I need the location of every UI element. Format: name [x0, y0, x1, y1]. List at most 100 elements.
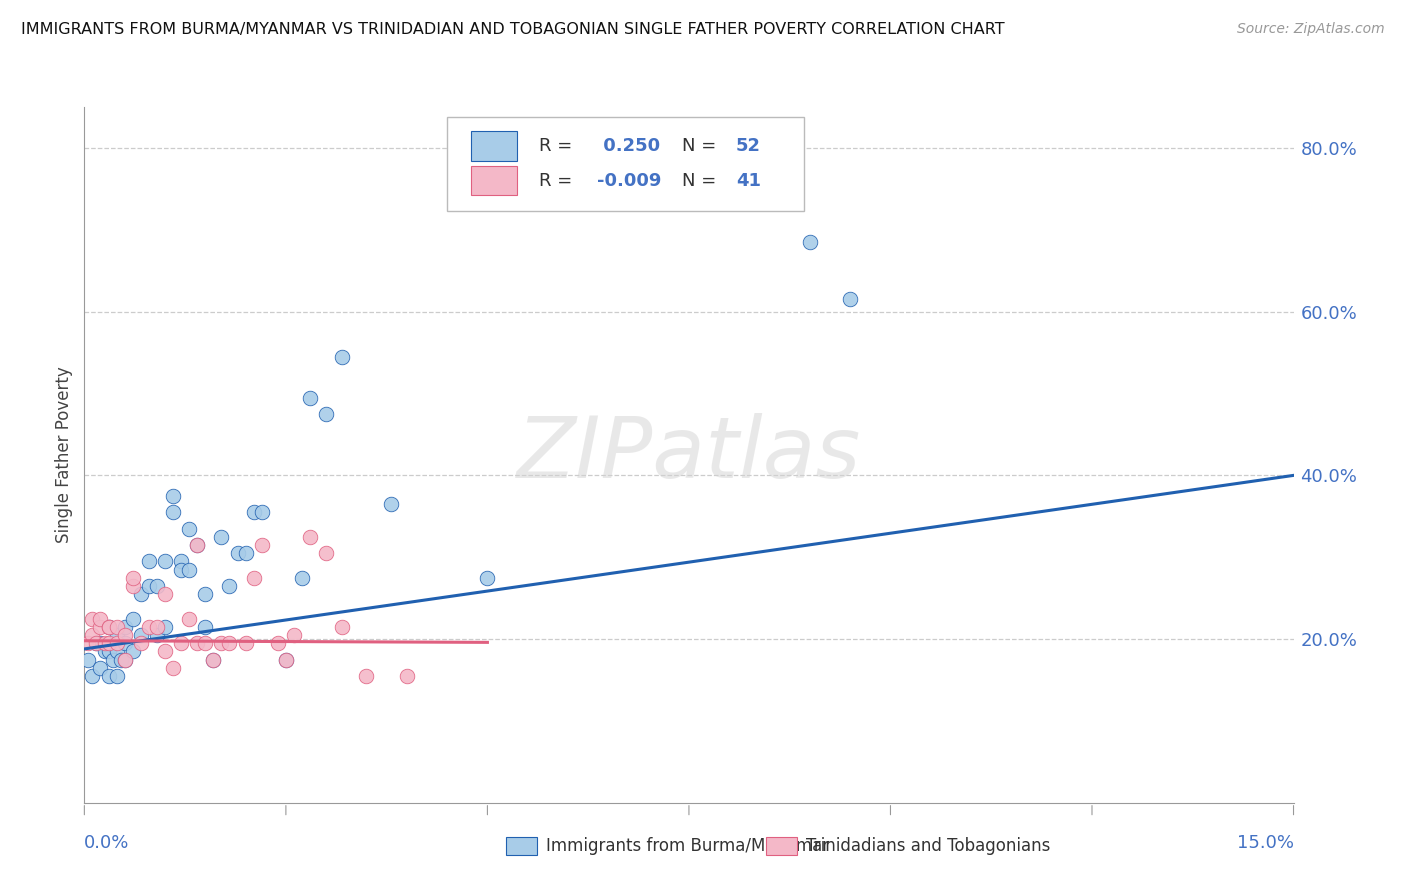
Point [218, 636, 240, 650]
Point [153, 644, 176, 658]
Point [121, 579, 143, 593]
Point [77, 652, 100, 666]
Text: IMMIGRANTS FROM BURMA/MYANMAR VS TRINIDADIAN AND TOBAGONIAN SINGLE FATHER POVERT: IMMIGRANTS FROM BURMA/MYANMAR VS TRINIDA… [21, 22, 1005, 37]
Point [82, 628, 104, 642]
Point [315, 407, 337, 421]
Point [162, 661, 184, 675]
Point [114, 636, 136, 650]
Point [194, 636, 217, 650]
Point [89, 661, 111, 675]
Point [291, 571, 314, 585]
Point [202, 652, 225, 666]
Point [146, 579, 169, 593]
Point [194, 620, 217, 634]
Point [170, 636, 193, 650]
Point [250, 505, 273, 519]
Point [356, 669, 378, 683]
Point [242, 571, 264, 585]
Point [82, 669, 104, 683]
Point [97, 620, 120, 634]
Point [121, 644, 143, 658]
Point [267, 636, 290, 650]
Text: ZIPatlas: ZIPatlas [517, 413, 860, 497]
Text: Immigrants from Burma/Myanmar: Immigrants from Burma/Myanmar [546, 837, 828, 855]
Point [395, 669, 418, 683]
Point [129, 587, 152, 601]
Point [82, 612, 104, 626]
Point [97, 620, 120, 634]
Point [129, 628, 152, 642]
Point [179, 562, 201, 576]
Point [153, 554, 176, 568]
Point [194, 587, 217, 601]
Point [93, 644, 115, 658]
Point [105, 636, 128, 650]
Point [330, 350, 353, 364]
Point [202, 652, 225, 666]
Point [299, 530, 322, 544]
Point [799, 235, 821, 249]
Point [380, 497, 402, 511]
Point [274, 652, 297, 666]
Point [226, 546, 249, 560]
Point [110, 652, 132, 666]
Point [146, 628, 169, 642]
Point [97, 644, 120, 658]
Point [89, 612, 111, 626]
Point [97, 636, 120, 650]
Point [138, 554, 160, 568]
Text: 52: 52 [737, 137, 761, 155]
Y-axis label: Single Father Poverty: Single Father Poverty [55, 367, 73, 543]
Point [138, 620, 160, 634]
Point [93, 636, 115, 650]
Point [101, 652, 124, 666]
Point [179, 612, 201, 626]
FancyBboxPatch shape [447, 118, 804, 211]
Point [283, 628, 305, 642]
Point [209, 636, 232, 650]
Point [138, 579, 160, 593]
Point [839, 293, 862, 307]
Point [114, 620, 136, 634]
Text: 0.250: 0.250 [598, 137, 661, 155]
Point [105, 620, 128, 634]
Point [209, 530, 232, 544]
Point [235, 636, 257, 650]
Point [186, 538, 208, 552]
Point [153, 587, 176, 601]
Point [146, 620, 169, 634]
Point [235, 546, 257, 560]
Point [179, 522, 201, 536]
Text: N =: N = [682, 137, 721, 155]
Point [97, 669, 120, 683]
Point [170, 562, 193, 576]
Point [89, 620, 111, 634]
Point [105, 628, 128, 642]
Point [477, 571, 499, 585]
Point [114, 652, 136, 666]
Point [162, 489, 184, 503]
Point [105, 644, 128, 658]
Point [129, 636, 152, 650]
Point [86, 636, 108, 650]
Point [89, 636, 111, 650]
Point [86, 636, 108, 650]
Text: R =: R = [538, 172, 578, 190]
Text: N =: N = [682, 172, 721, 190]
Point [114, 628, 136, 642]
Point [299, 391, 322, 405]
Point [186, 636, 208, 650]
Point [77, 636, 100, 650]
Text: -0.009: -0.009 [598, 172, 661, 190]
Point [315, 546, 337, 560]
Point [274, 652, 297, 666]
Point [97, 620, 120, 634]
Point [105, 669, 128, 683]
Point [250, 538, 273, 552]
Text: Trinidadians and Tobagonians: Trinidadians and Tobagonians [806, 837, 1050, 855]
FancyBboxPatch shape [471, 131, 517, 161]
Text: Source: ZipAtlas.com: Source: ZipAtlas.com [1237, 22, 1385, 37]
Text: 15.0%: 15.0% [1236, 834, 1294, 852]
Text: 0.0%: 0.0% [84, 834, 129, 852]
Point [114, 652, 136, 666]
